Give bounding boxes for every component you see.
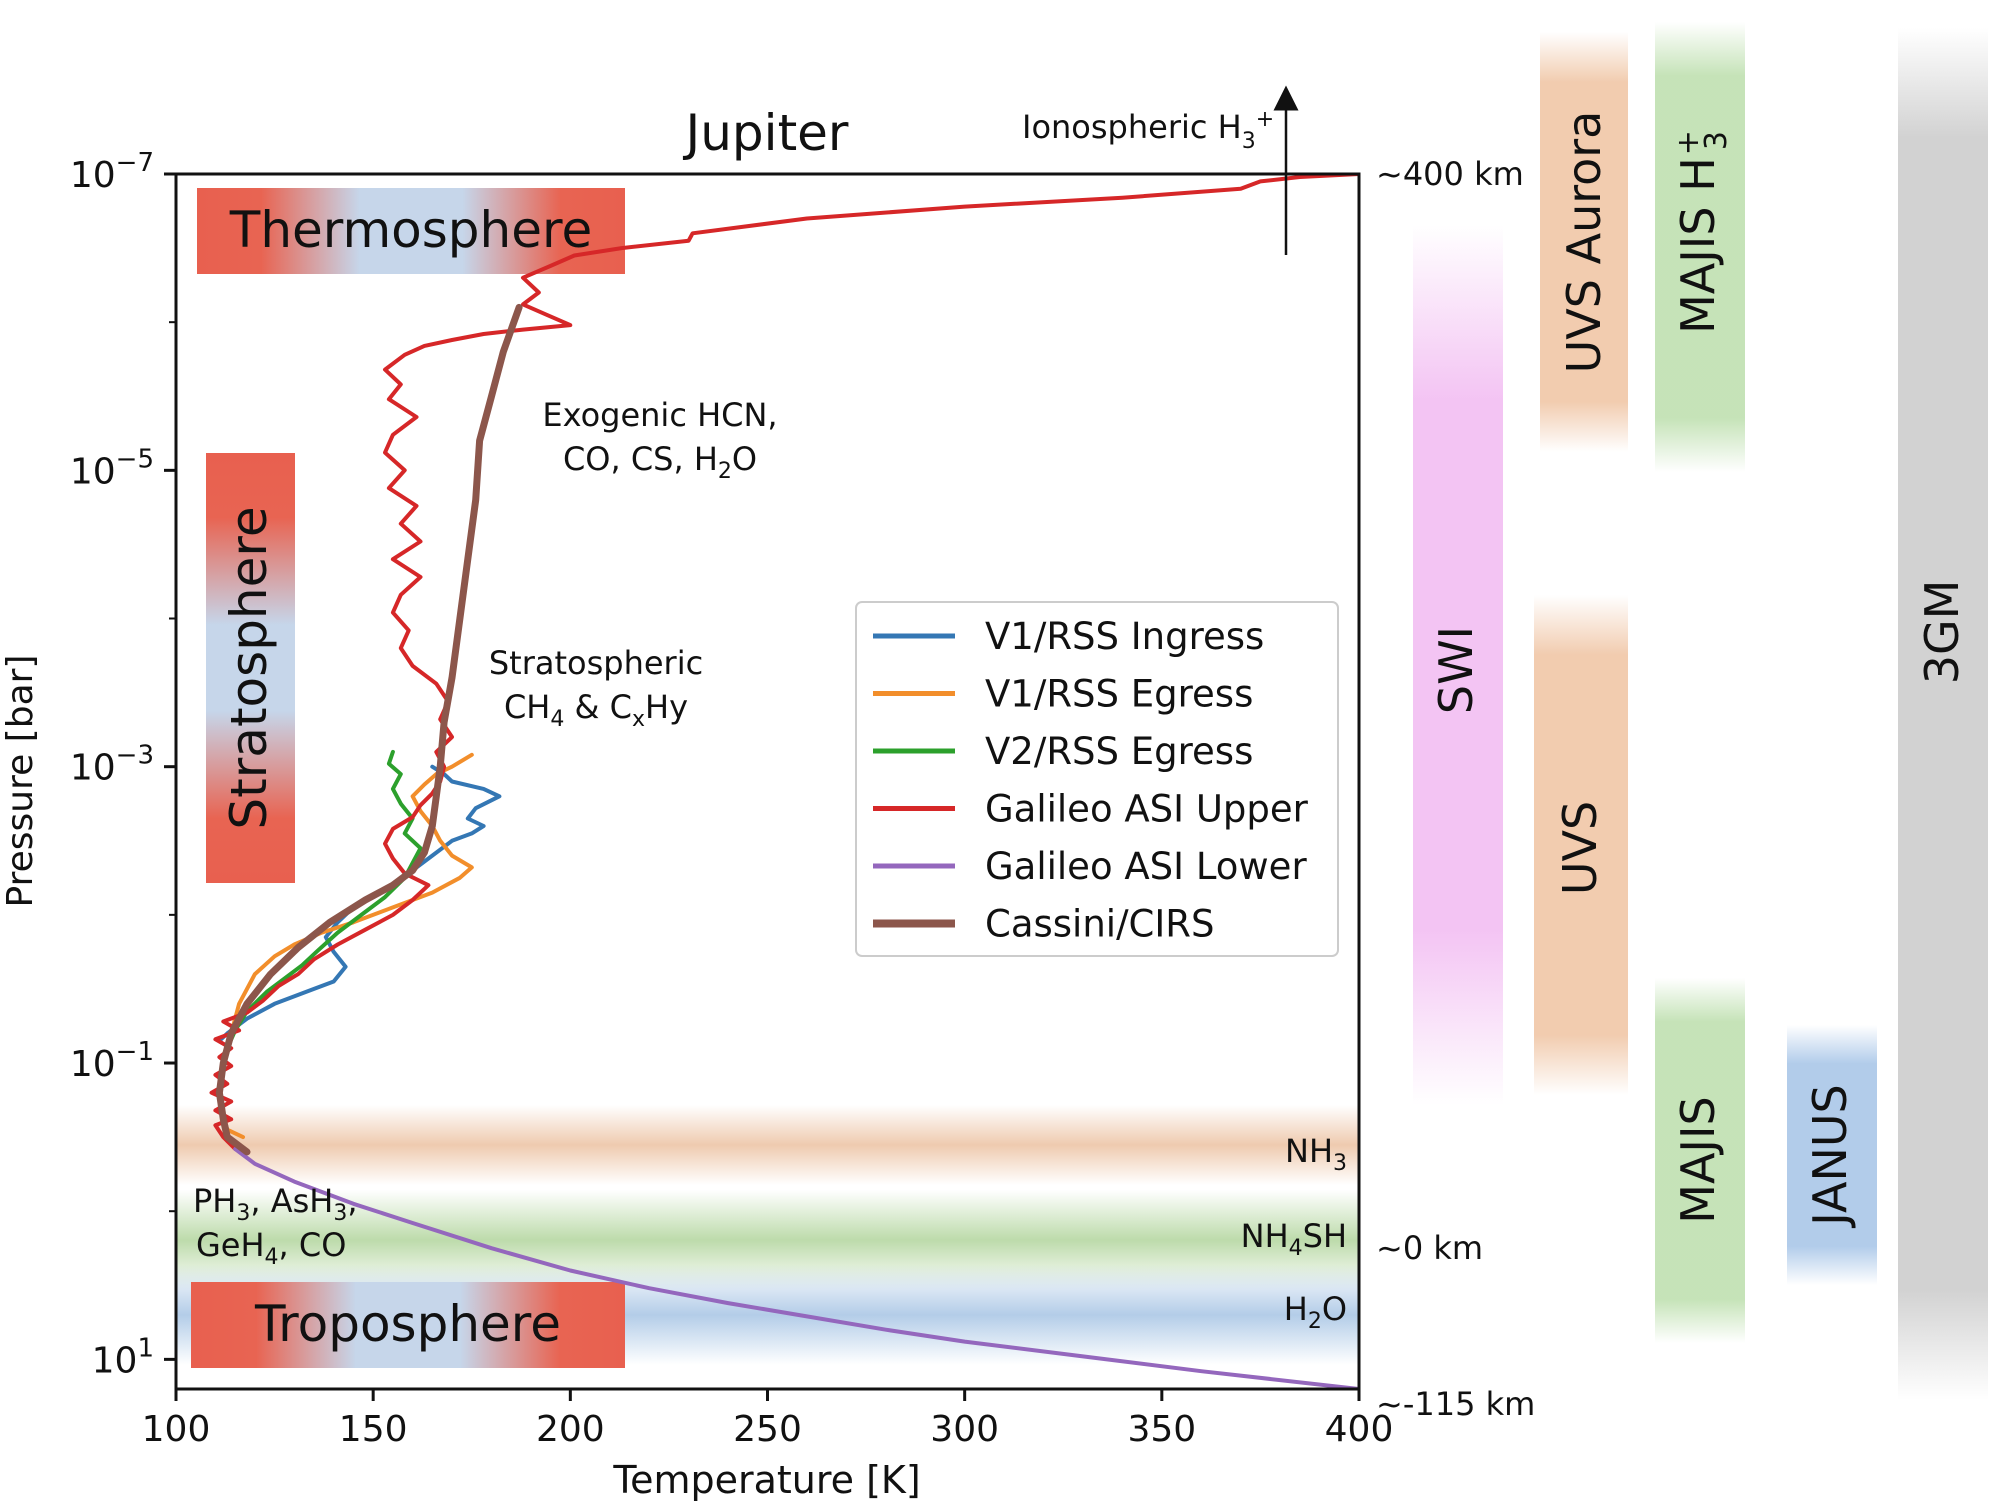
series-line-v2-rss-egress <box>221 749 423 1065</box>
ionospheric-h3-annotation: Ionospheric H3+ <box>1022 107 1274 154</box>
cloud-layer-bands <box>176 1105 1359 1365</box>
x-tick-label: 250 <box>733 1409 802 1450</box>
majis-label: MAJIS <box>1671 1096 1725 1224</box>
x-tick-label: 300 <box>930 1409 999 1450</box>
janus-label: JANUS <box>1803 1084 1857 1229</box>
altitude-label: ~0 km <box>1376 1229 1483 1267</box>
instrument-janus: JANUS <box>1787 1025 1877 1285</box>
majis-h3-label: MAJIS H+3 <box>1671 130 1734 334</box>
legend-label: Galileo ASI Lower <box>985 845 1307 888</box>
nh4sh-label: NH4SH <box>1241 1217 1347 1261</box>
h2o-label: H2O <box>1284 1290 1347 1334</box>
chart-title: Jupiter <box>683 104 849 162</box>
altitude-label: ~400 km <box>1376 155 1524 193</box>
legend-label: Galileo ASI Upper <box>985 788 1309 831</box>
y-tick-label: 101 <box>92 1333 154 1381</box>
instrument-coverage: UVS Aurora MAJIS H+3 3GM SWI UVS MAJIS J… <box>1413 22 1988 1400</box>
legend-label: Cassini/CIRS <box>985 903 1214 946</box>
series-group <box>209 174 1359 1389</box>
x-tick-label: 200 <box>536 1409 605 1450</box>
nh3-label: NH3 <box>1285 1132 1347 1176</box>
series-line-galileo-asi-lower <box>233 1147 1359 1389</box>
x-axis-ticks: 100 150 200 250 300 350 400 <box>142 1389 1394 1450</box>
region-thermosphere: Thermosphere <box>197 188 625 274</box>
x-axis-label: Temperature [K] <box>612 1458 920 1502</box>
region-stratosphere: Stratosphere <box>206 453 295 883</box>
stratospheric-annotation-line2: CH4 & CxHy <box>504 688 688 732</box>
altitude-labels: ~400 km ~0 km ~-115 km <box>1376 155 1535 1423</box>
3gm-label: 3GM <box>1915 580 1969 685</box>
thermosphere-label: Thermosphere <box>229 201 592 259</box>
altitude-label: ~-115 km <box>1376 1385 1535 1423</box>
swi-label: SWI <box>1429 626 1483 714</box>
x-tick-label: 100 <box>142 1409 211 1450</box>
region-troposphere: Troposphere <box>191 1282 625 1368</box>
exogenic-annotation-line2: CO, CS, H2O <box>563 440 757 484</box>
instrument-majis-h3: MAJIS H+3 <box>1655 22 1745 472</box>
y-tick-label: 10−1 <box>70 1037 154 1085</box>
troposphere-label: Troposphere <box>254 1295 561 1353</box>
trop-gases-annotation-line1: PH3, AsH3, <box>193 1182 358 1226</box>
uvs-aurora-label: UVS Aurora <box>1557 111 1611 374</box>
legend-label: V1/RSS Ingress <box>985 615 1264 658</box>
y-tick-label: 10−5 <box>70 444 154 492</box>
series-line-galileo-asi-upper <box>209 174 1359 1151</box>
x-tick-label: 350 <box>1127 1409 1196 1450</box>
nh3-cloud-band <box>176 1105 1359 1185</box>
legend: V1/RSS Ingress V1/RSS Egress V2/RSS Egress… <box>855 601 1339 957</box>
instrument-uvs: UVS <box>1534 595 1628 1095</box>
instrument-3gm: 3GM <box>1898 28 1988 1400</box>
y-tick-label: 10−3 <box>70 741 154 789</box>
series-line-cassini-cirs <box>215 303 523 1156</box>
trop-gases-annotation-line2: GeH4, CO <box>196 1226 346 1270</box>
y-axis-label: Pressure [bar] <box>0 655 41 908</box>
exogenic-annotation-line1: Exogenic HCN, <box>542 396 777 434</box>
uvs-label: UVS <box>1553 801 1607 895</box>
stratosphere-label: Stratosphere <box>220 506 278 829</box>
x-tick-label: 400 <box>1325 1409 1394 1450</box>
legend-label: V1/RSS Egress <box>985 673 1253 716</box>
instrument-uvs-aurora: UVS Aurora <box>1540 32 1628 452</box>
y-tick-label: 10−7 <box>70 148 154 196</box>
instrument-majis: MAJIS <box>1655 978 1745 1343</box>
legend-label: V2/RSS Egress <box>985 730 1253 773</box>
instrument-swi: SWI <box>1413 225 1503 1105</box>
stratospheric-annotation-line1: Stratospheric <box>489 644 703 682</box>
x-tick-label: 150 <box>339 1409 408 1450</box>
legend-box <box>855 601 1339 957</box>
y-axis-ticks: 10−7 10−5 10−3 10−1 101 <box>70 148 176 1381</box>
